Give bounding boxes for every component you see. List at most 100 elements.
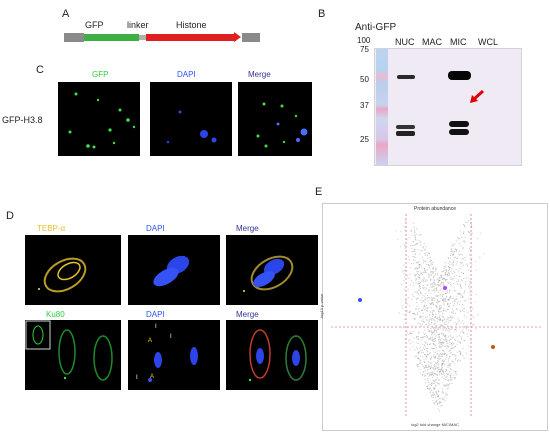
volcano-point [449,276,451,278]
volcano-point [417,242,419,244]
dapi-mark-i-1: I [155,324,157,330]
volcano-point [428,337,431,340]
volcano-point [418,267,420,269]
volcano-point [439,339,441,341]
volcano-point [446,303,449,305]
volcano-point [455,308,458,310]
volcano-point [414,256,416,258]
volcano-point [443,392,445,394]
volcano-point [439,308,441,310]
volcano-point [456,283,458,285]
histone-segment [146,34,236,41]
volcano-point [434,288,436,290]
volcano-point [443,266,445,268]
volcano-point [468,254,470,256]
volcano-point [432,289,434,291]
volcano-point [425,364,428,366]
volcano-point [434,357,436,359]
volcano-point [445,393,447,395]
volcano-point [437,382,439,384]
volcano-point [430,283,432,285]
volcano-point [419,355,421,357]
volcano-point [418,263,421,266]
volcano-point [428,372,430,374]
volcano-point [448,282,450,284]
volcano-point [439,279,441,281]
volcano-point [443,304,445,306]
volcano-point [439,307,441,309]
volcano-point [459,301,461,303]
volcano-point [433,339,435,341]
volcano-point [441,277,443,279]
volcano-point [424,302,426,304]
volcano-point [449,257,452,259]
volcano-point [458,275,460,277]
volcano-point [475,328,477,330]
volcano-point [454,322,456,324]
volcano-point [417,308,420,310]
volcano-point [438,333,440,335]
volcano-point [445,341,447,343]
volcano-point [419,278,421,280]
volcano-point [465,316,467,318]
volcano-point [449,379,452,381]
volcano-point [437,301,439,303]
volcano-point [471,307,473,309]
volcano-point [424,378,426,381]
volcano-point [460,322,462,324]
volcano-point [420,291,422,293]
volcano-point [452,310,454,312]
volcano-point [431,338,433,340]
volcano-point [452,317,454,319]
volcano-point [462,258,464,260]
volcano-point [417,291,419,293]
volcano-point [445,279,447,281]
volcano-point [408,311,410,314]
volcano-point [435,392,437,394]
volcano-point [430,389,432,391]
volcano-point [457,360,459,362]
volcano-point [426,255,428,257]
volcano-point [431,394,433,396]
volcano-point [416,348,418,350]
volcano-point [408,237,410,239]
volcano-point [446,369,448,371]
volcano-point [420,240,422,242]
volcano-point [422,271,424,273]
volcano-point [438,378,440,380]
volcano-point [434,364,436,366]
merge-channel-label-row1: Merge [236,224,259,233]
volcano-point [438,319,441,321]
volcano-point [434,394,436,396]
volcano-point [447,327,450,330]
volcano-point [474,261,476,263]
volcano-point [439,324,441,326]
volcano-point [442,353,444,355]
volcano-point [432,382,434,384]
volcano-point [446,370,448,372]
volcano-point [422,259,424,261]
volcano-point [423,344,426,346]
volcano-point [417,297,419,299]
volcano-point [426,269,428,271]
volcano-point [436,272,439,274]
volcano-point [425,347,427,349]
volcano-point [463,310,465,313]
volcano-point [436,361,438,364]
volcano-point [436,289,438,291]
volcano-point [471,249,473,251]
volcano-point [412,256,414,258]
volcano-point [433,327,435,329]
volcano-point [412,330,414,332]
volcano-point [449,334,451,337]
volcano-point [447,291,449,293]
volcano-point [460,287,462,289]
volcano-point [429,374,431,376]
volcano-point [434,356,436,358]
volcano-point [443,319,445,321]
volcano-point [450,316,452,318]
volcano-point [415,273,417,275]
volcano-point [423,359,425,361]
volcano-point [403,279,405,281]
volcano-point [445,384,447,386]
